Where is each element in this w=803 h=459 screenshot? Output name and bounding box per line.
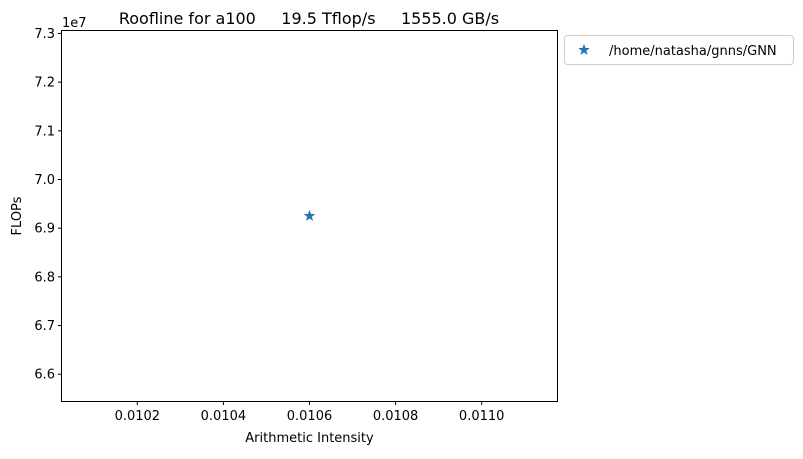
x-tick-label: 0.0110 bbox=[459, 409, 505, 424]
y-tick-label: 6.9 bbox=[34, 222, 55, 237]
y-tick-label: 6.6 bbox=[34, 368, 55, 383]
x-tick-label: 0.0104 bbox=[201, 409, 247, 424]
chart-title: Roofline for a100 19.5 Tflop/s 1555.0 GB… bbox=[119, 9, 499, 28]
y-axis-ticks: 6.6 6.7 6.8 6.9 7.0 7.1 7.2 7.3 bbox=[34, 27, 62, 383]
x-axis-ticks: 0.0102 0.0104 0.0106 0.0108 0.0110 bbox=[115, 401, 505, 424]
x-axis-label: Arithmetic Intensity bbox=[245, 431, 374, 446]
x-tick-label: 0.0108 bbox=[373, 409, 419, 424]
legend-marker-star bbox=[578, 43, 590, 56]
legend: /home/natasha/gnns/GNN bbox=[564, 35, 794, 65]
legend-frame bbox=[564, 35, 794, 65]
y-offset-label: 1e7 bbox=[62, 16, 87, 31]
legend-star-icon bbox=[578, 43, 590, 56]
y-tick-label: 7.0 bbox=[34, 173, 55, 188]
y-tick-label: 6.8 bbox=[34, 270, 55, 285]
x-tick-label: 0.0102 bbox=[115, 409, 161, 424]
y-tick-label: 7.1 bbox=[34, 124, 55, 139]
data-point-star bbox=[303, 209, 316, 222]
y-axis-label: FLOPs bbox=[10, 196, 25, 235]
y-tick-label: 7.2 bbox=[34, 76, 55, 91]
data-points bbox=[303, 209, 316, 222]
x-tick-label: 0.0106 bbox=[287, 409, 333, 424]
plot-area-frame bbox=[61, 30, 558, 402]
y-tick-label: 7.3 bbox=[34, 27, 55, 42]
legend-label: /home/natasha/gnns/GNN bbox=[609, 44, 777, 59]
y-tick-label: 6.7 bbox=[34, 319, 55, 334]
